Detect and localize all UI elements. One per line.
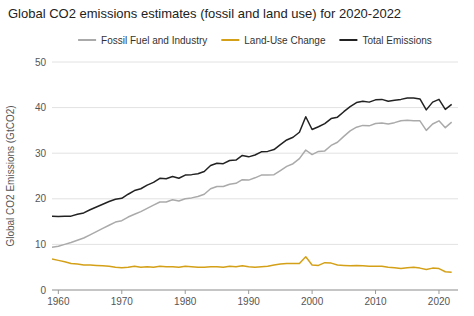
grid-line	[52, 107, 458, 108]
x-tick	[185, 290, 186, 294]
legend: Fossil Fuel and Industry Land-Use Change T…	[78, 35, 432, 46]
x-tick	[312, 290, 313, 294]
legend-swatch	[339, 39, 357, 41]
grid-line	[52, 290, 458, 291]
legend-label: Fossil Fuel and Industry	[101, 35, 207, 46]
legend-label: Land-Use Change	[244, 35, 326, 46]
x-tick	[248, 290, 249, 294]
x-tick-label: 1980	[174, 296, 197, 307]
y-tick-label: 30	[35, 148, 47, 159]
series-line	[52, 257, 452, 273]
y-tick-label: 20	[35, 193, 47, 204]
y-tick-label: 0	[40, 285, 46, 296]
x-tick-label: 1960	[47, 296, 70, 307]
x-axis-line	[52, 290, 458, 291]
y-tick-label: 40	[35, 102, 47, 113]
x-tick-label: 1990	[238, 296, 261, 307]
legend-swatch	[78, 39, 96, 41]
legend-label: Total Emissions	[362, 35, 431, 46]
legend-item: Fossil Fuel and Industry	[78, 35, 207, 46]
series-line	[52, 120, 452, 247]
y-tick-label: 50	[35, 57, 47, 68]
x-tick-label: 1970	[111, 296, 134, 307]
grid-line	[52, 153, 458, 154]
y-axis-label: Global CO2 Emissions (GtCO2)	[5, 105, 16, 246]
x-tick-label: 2000	[301, 296, 324, 307]
y-tick-label: 10	[35, 239, 47, 250]
x-tick	[58, 290, 59, 294]
x-tick	[375, 290, 376, 294]
title: Global CO2 emissions estimates (fossil a…	[8, 6, 401, 21]
x-tick	[438, 290, 439, 294]
grid-line	[52, 198, 458, 199]
x-tick	[121, 290, 122, 294]
legend-swatch	[221, 39, 239, 41]
x-tick-label: 2020	[428, 296, 451, 307]
chart: Global CO2 emissions estimates (fossil a…	[0, 0, 474, 316]
legend-item: Land-Use Change	[221, 35, 326, 46]
plot-area	[52, 98, 452, 272]
grid-line	[52, 62, 458, 63]
series-line	[52, 98, 452, 217]
legend-item: Total Emissions	[339, 35, 431, 46]
grid-line	[52, 244, 458, 245]
x-tick-label: 2010	[364, 296, 387, 307]
